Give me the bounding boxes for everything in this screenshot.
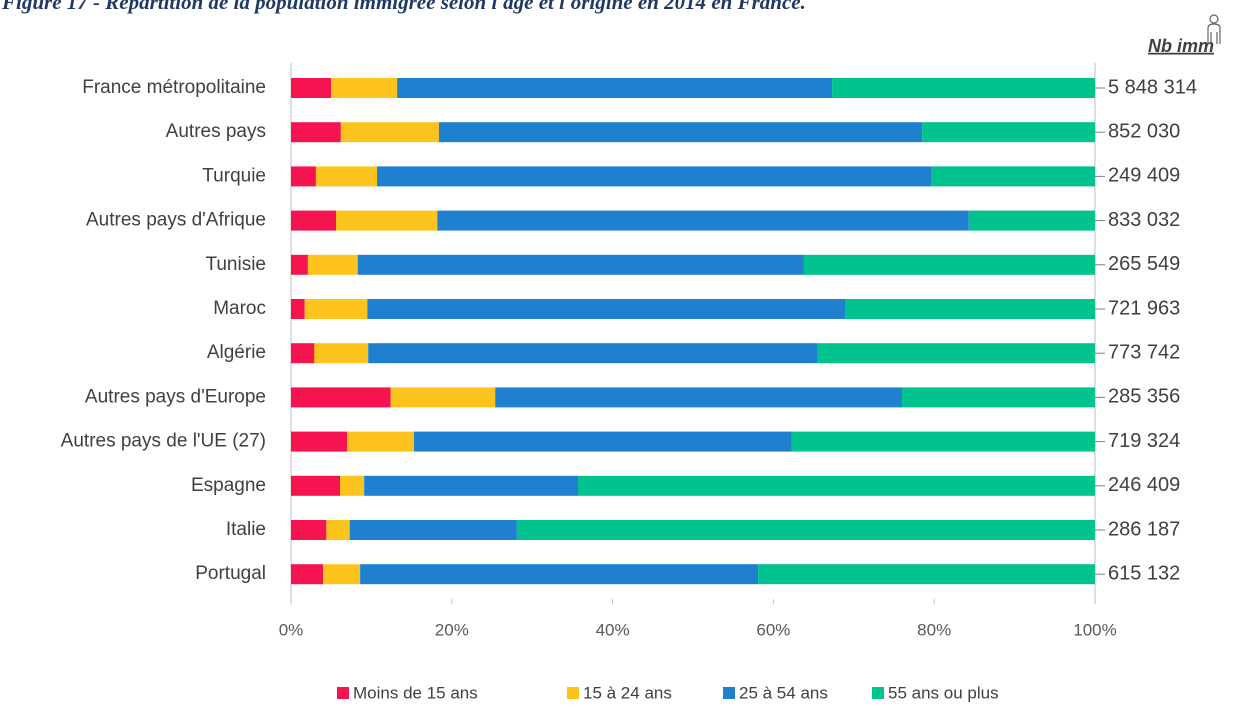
bar-segment [349, 520, 517, 540]
bar-segment [368, 343, 818, 364]
category-label: Italie [226, 519, 266, 540]
bar-segment [291, 78, 332, 98]
bar-segment [291, 210, 337, 231]
total-label: 265 549 [1108, 253, 1180, 275]
bar-segment [340, 475, 365, 496]
bar-segment [315, 166, 378, 187]
category-label: France métropolitaine [82, 77, 266, 98]
bar-segment [291, 520, 327, 540]
bar-segment [304, 299, 368, 319]
bar-segment [360, 564, 759, 585]
bar-segment [578, 475, 1095, 496]
legend-label: Moins de 15 ans [353, 683, 478, 702]
bar-segment [291, 166, 316, 187]
bar-segment [437, 210, 969, 231]
category-label: Turquie [202, 165, 266, 186]
legend-label: 25 à 54 ans [739, 683, 828, 702]
bar-segment [397, 78, 833, 98]
x-tick-label: 0% [279, 620, 304, 639]
bar-segment [340, 122, 439, 143]
bar-segment [291, 431, 348, 452]
bar-segment [331, 78, 398, 98]
bar-segment [336, 210, 438, 231]
bar-segment [291, 254, 308, 275]
bar-segment [326, 520, 350, 540]
bar-segment [314, 343, 369, 364]
category-label: Algérie [207, 342, 266, 363]
totals-title: Nb imm [1148, 36, 1214, 56]
bar-segment [291, 564, 324, 585]
bar-segment [803, 254, 1095, 275]
bar-segment [291, 299, 305, 319]
bar-segment [364, 475, 579, 496]
bar-segment [968, 210, 1095, 231]
bar-segment [291, 343, 315, 364]
bar-segment [791, 431, 1095, 452]
x-tick-label: 100% [1073, 620, 1116, 639]
total-label: 852 030 [1108, 120, 1180, 142]
legend-swatch [337, 687, 349, 699]
bar-segment [516, 520, 1095, 540]
total-label: 719 324 [1108, 430, 1180, 452]
category-label: Espagne [191, 475, 266, 496]
bar-segment [291, 475, 341, 496]
chart-title: Figure 17 - Répartition de la population… [1, 0, 806, 14]
total-label: 773 742 [1108, 341, 1180, 363]
bar-segment [414, 431, 792, 452]
bar-segment [291, 122, 341, 143]
category-label: Autres pays d'Afrique [86, 210, 266, 231]
x-tick-label: 60% [756, 620, 790, 639]
total-label: 249 409 [1108, 165, 1180, 187]
legend-swatch [567, 687, 579, 699]
bar-segment [347, 431, 415, 452]
total-label: 285 356 [1108, 386, 1180, 408]
category-label: Autres pays de l'UE (27) [61, 431, 266, 452]
bar-segment [307, 254, 358, 275]
bar-segment [291, 387, 391, 408]
x-tick-label: 40% [596, 620, 630, 639]
total-label: 5 848 314 [1108, 76, 1197, 98]
x-tick-label: 80% [917, 620, 951, 639]
category-label: Tunisie [205, 254, 266, 275]
legend-swatch [872, 687, 884, 699]
bar-segment [390, 387, 496, 408]
bar-segment [323, 564, 361, 585]
total-label: 833 032 [1108, 209, 1180, 231]
person-icon [1207, 14, 1221, 44]
total-label: 246 409 [1108, 474, 1180, 496]
bar-segment [922, 122, 1095, 143]
bar-segment [357, 254, 804, 275]
bar-segment [758, 564, 1095, 585]
bar-segment [832, 78, 1095, 98]
legend-swatch [723, 687, 735, 699]
bar-segment [931, 166, 1095, 187]
category-label: Autres pays d'Europe [85, 386, 266, 407]
legend-label: 15 à 24 ans [583, 683, 672, 702]
category-label: Autres pays [166, 121, 266, 142]
bar-segment [845, 299, 1095, 319]
bar-segment [817, 343, 1095, 364]
legend-label: 55 ans ou plus [888, 683, 999, 702]
category-label: Portugal [195, 563, 266, 584]
x-tick-label: 20% [435, 620, 469, 639]
bar-segment [495, 387, 903, 408]
category-label: Maroc [213, 298, 266, 319]
bar-segment [367, 299, 846, 319]
bar-segment [438, 122, 923, 143]
total-label: 615 132 [1108, 562, 1180, 584]
total-label: 721 963 [1108, 297, 1180, 319]
bar-segment [902, 387, 1095, 408]
total-label: 286 187 [1108, 518, 1180, 540]
bar-segment [377, 166, 932, 187]
